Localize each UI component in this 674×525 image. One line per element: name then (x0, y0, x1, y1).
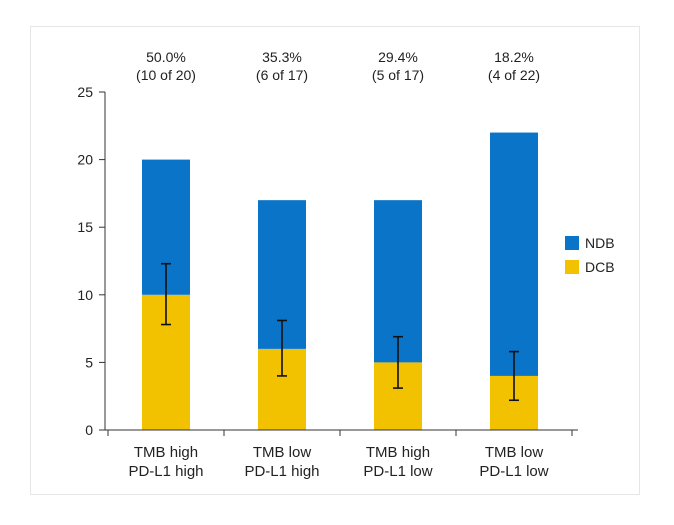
annotation-percent-3: 29.4% (378, 49, 418, 65)
y-tick-label-5: 5 (85, 354, 93, 370)
annotation-percent-2: 35.3% (262, 49, 302, 65)
y-tick-label-0: 0 (85, 422, 93, 438)
x-tick-label-3-line1: TMB high (366, 444, 430, 461)
annotation-count-1: (10 of 20) (136, 67, 196, 83)
x-tick-label-2-line2: PD-L1 high (244, 463, 319, 480)
annotation-count-3: (5 of 17) (372, 67, 424, 83)
annotation-percent-1: 50.0% (146, 49, 186, 65)
x-tick-label-1-line1: TMB high (134, 444, 198, 461)
annotation-count-4: (4 of 22) (488, 67, 540, 83)
x-tick-label-4-line1: TMB low (485, 444, 544, 461)
x-tick-label-1-line2: PD-L1 high (128, 463, 203, 480)
chart-frame (30, 26, 640, 495)
x-tick-label-3-line2: PD-L1 low (363, 463, 432, 480)
legend-swatch-dcb (565, 260, 579, 274)
y-tick-label-25: 25 (77, 84, 93, 100)
y-tick-label-20: 20 (77, 152, 93, 168)
x-tick-label-4-line2: PD-L1 low (479, 463, 548, 480)
annotation-count-2: (6 of 17) (256, 67, 308, 83)
x-tick-label-2-line1: TMB low (253, 444, 312, 461)
legend-label-ndb: NDB (585, 235, 615, 251)
annotation-percent-4: 18.2% (494, 49, 534, 65)
y-tick-label-15: 15 (77, 219, 93, 235)
legend-swatch-ndb (565, 236, 579, 250)
y-tick-label-10: 10 (77, 287, 93, 303)
bar-ndb-4 (490, 132, 538, 376)
bar-ndb-3 (374, 200, 422, 363)
legend-label-dcb: DCB (585, 259, 615, 275)
